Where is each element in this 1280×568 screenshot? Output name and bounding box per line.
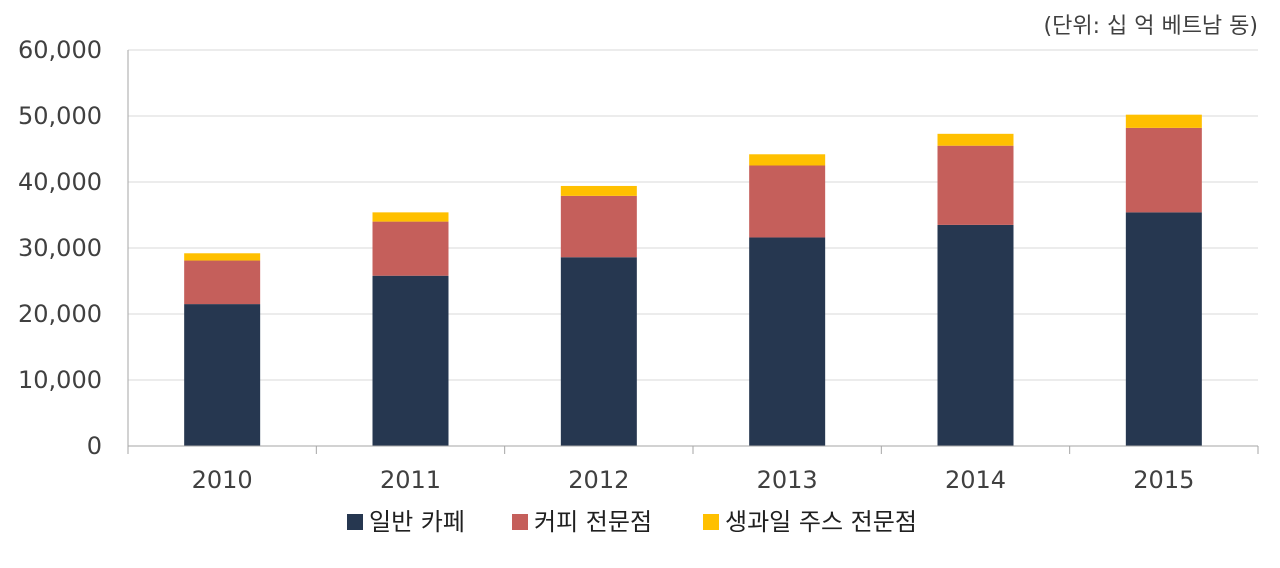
y-tick-label: 10,000 (18, 366, 102, 394)
unit-label: (단위: 십 억 베트남 동) (1044, 14, 1258, 39)
bar-segment-2012-0 (560, 257, 637, 446)
bar-segment-2013-2 (749, 154, 826, 166)
y-tick-label: 60,000 (18, 36, 102, 64)
axes: 0 10,000 20,000 30,000 40,000 50,000 60,000 201… (18, 36, 1259, 494)
bar-segment-2015-2 (1125, 114, 1202, 128)
bar-segment-2013-0 (749, 237, 826, 446)
bar-segment-2011-1 (372, 221, 449, 276)
bar-segment-2015-0 (1125, 212, 1202, 446)
x-tick-label: 2012 (568, 466, 629, 494)
bar-segment-2012-1 (560, 195, 637, 258)
x-tick-label: 2015 (1133, 466, 1194, 494)
x-tick-label: 2011 (380, 466, 441, 494)
legend-label: 커피 전문점 (534, 508, 652, 536)
y-tick-label: 30,000 (18, 234, 102, 262)
legend-swatch (347, 514, 363, 530)
bar-segment-2010-2 (184, 253, 261, 261)
x-tick-label: 2014 (945, 466, 1006, 494)
x-tick-label: 2010 (192, 466, 253, 494)
bar-segment-2013-1 (749, 165, 826, 238)
legend-label: 생과일 주스 전문점 (725, 508, 917, 536)
bar-segment-2014-1 (937, 145, 1014, 225)
y-tick-label: 0 (87, 432, 102, 460)
legend: 일반 카페 커피 전문점 생과일 주스 전문점 (347, 508, 917, 536)
bar-segment-2012-2 (560, 185, 637, 196)
bar-segment-2015-1 (1125, 127, 1202, 213)
bars (184, 114, 1202, 446)
bar-segment-2010-0 (184, 304, 261, 446)
bar-segment-2014-2 (937, 133, 1014, 146)
legend-swatch (703, 514, 719, 530)
gridlines (128, 49, 1258, 381)
legend-label: 일반 카페 (369, 508, 465, 536)
y-tick-label: 20,000 (18, 300, 102, 328)
bar-segment-2010-1 (184, 260, 261, 305)
y-tick-label: 50,000 (18, 102, 102, 130)
bar-segment-2014-0 (937, 224, 1014, 446)
x-tick-label: 2013 (757, 466, 818, 494)
bar-segment-2011-2 (372, 212, 449, 222)
y-tick-label: 40,000 (18, 168, 102, 196)
legend-swatch (512, 514, 528, 530)
bar-segment-2011-0 (372, 275, 449, 446)
